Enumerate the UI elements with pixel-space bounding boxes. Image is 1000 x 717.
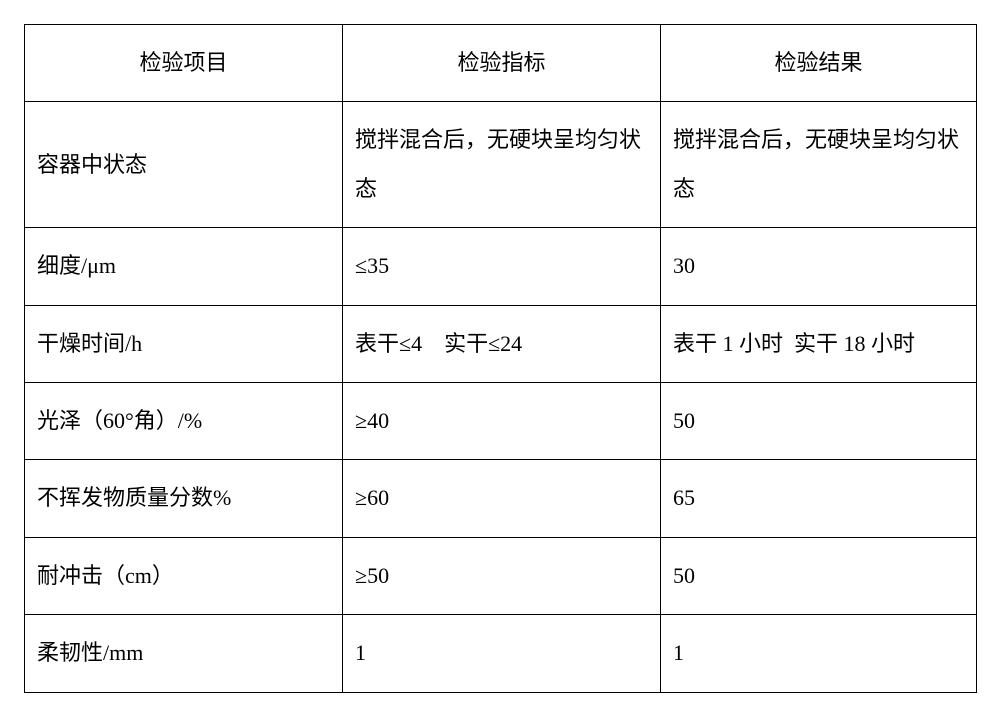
table-row: 容器中状态 搅拌混合后，无硬块呈均匀状态 搅拌混合后，无硬块呈均匀状态 (25, 102, 977, 228)
cell-standard: 表干≤4 实干≤24 (343, 305, 661, 382)
cell-result: 表干 1 小时 实干 18 小时 (661, 305, 977, 382)
table-row: 干燥时间/h 表干≤4 实干≤24 表干 1 小时 实干 18 小时 (25, 305, 977, 382)
cell-result: 65 (661, 460, 977, 537)
cell-standard: 搅拌混合后，无硬块呈均匀状态 (343, 102, 661, 228)
cell-item: 耐冲击（cm） (25, 537, 343, 614)
cell-standard: 1 (343, 615, 661, 692)
table-row: 细度/μm ≤35 30 (25, 228, 977, 305)
cell-item: 柔韧性/mm (25, 615, 343, 692)
table-row: 柔韧性/mm 1 1 (25, 615, 977, 692)
table-row: 耐冲击（cm） ≥50 50 (25, 537, 977, 614)
cell-item: 容器中状态 (25, 102, 343, 228)
cell-standard: ≥40 (343, 382, 661, 459)
cell-result: 50 (661, 537, 977, 614)
cell-item: 不挥发物质量分数% (25, 460, 343, 537)
col-header-result: 检验结果 (661, 25, 977, 102)
col-header-item: 检验项目 (25, 25, 343, 102)
cell-result: 50 (661, 382, 977, 459)
cell-standard: ≤35 (343, 228, 661, 305)
col-header-standard: 检验指标 (343, 25, 661, 102)
table-row: 不挥发物质量分数% ≥60 65 (25, 460, 977, 537)
cell-result: 1 (661, 615, 977, 692)
cell-item: 干燥时间/h (25, 305, 343, 382)
cell-result: 搅拌混合后，无硬块呈均匀状态 (661, 102, 977, 228)
cell-item: 细度/μm (25, 228, 343, 305)
table-row: 光泽（60°角）/% ≥40 50 (25, 382, 977, 459)
table-header-row: 检验项目 检验指标 检验结果 (25, 25, 977, 102)
cell-standard: ≥60 (343, 460, 661, 537)
inspection-table: 检验项目 检验指标 检验结果 容器中状态 搅拌混合后，无硬块呈均匀状态 搅拌混合… (24, 24, 977, 693)
cell-item: 光泽（60°角）/% (25, 382, 343, 459)
cell-standard: ≥50 (343, 537, 661, 614)
cell-result: 30 (661, 228, 977, 305)
